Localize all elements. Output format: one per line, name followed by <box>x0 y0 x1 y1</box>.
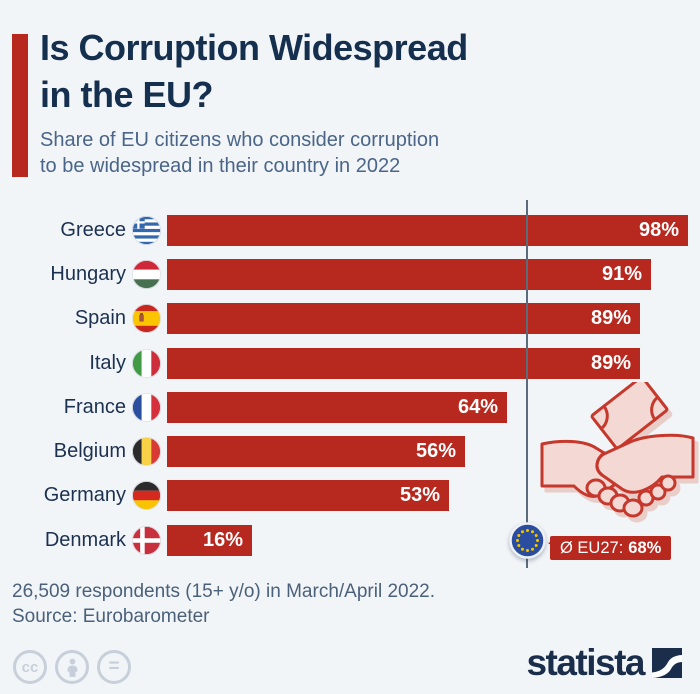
eu-average-badge: Ø EU27: 68% <box>547 536 672 560</box>
country-label: Spain <box>74 307 126 330</box>
bar-value-label: 64% <box>457 395 498 418</box>
bar-value-label: 98% <box>638 218 679 241</box>
license-icons: cc = <box>13 650 131 684</box>
title-accent-bar <box>12 34 28 177</box>
title-line-1: Is Corruption Widespread <box>40 27 468 68</box>
chart-row-denmark: Denmark 16% <box>0 518 700 562</box>
eu-flag-icon <box>509 522 546 559</box>
country-label: Germany <box>43 484 126 507</box>
cc-icon[interactable]: cc <box>13 650 47 684</box>
country-label: Greece <box>60 218 126 241</box>
bar-value-label: 16% <box>202 528 243 551</box>
statista-logo[interactable]: statista <box>526 642 682 683</box>
bar-value-label: 53% <box>399 484 440 507</box>
bar-spain: 89% <box>167 303 640 335</box>
statista-wordmark: statista <box>526 642 645 683</box>
title-line-2: in the EU? <box>40 74 213 115</box>
handshake-money-icon <box>540 382 695 518</box>
flag-icon-germany <box>132 481 161 511</box>
chart-row-france: France 64% <box>0 385 700 429</box>
page-title: Is Corruption Widespread in the EU? <box>40 24 468 118</box>
equal-sign-icon[interactable]: = <box>97 650 131 684</box>
bar-france: 64% <box>167 391 507 423</box>
bar-value-label: 89% <box>590 351 631 374</box>
bar-hungary: 91% <box>167 258 651 290</box>
bar-chart: Greece 98% Hungary 91% Spain 89% Italy 89% Franc… <box>0 208 700 562</box>
bar-belgium: 56% <box>167 436 465 468</box>
flag-icon-hungary <box>132 259 161 289</box>
bar-value-label: 91% <box>601 262 642 285</box>
country-label: Denmark <box>44 528 126 551</box>
statista-logo-mark <box>652 648 682 678</box>
bar-value-label: 56% <box>415 440 456 463</box>
flag-icon-greece <box>132 215 161 245</box>
source-note: Source: Eurobarometer <box>12 606 210 627</box>
chart-row-germany: Germany 53% <box>0 474 700 518</box>
chart-row-italy: Italy 89% <box>0 341 700 385</box>
country-label: Belgium <box>53 440 126 463</box>
eu-average-line <box>526 200 528 568</box>
flag-icon-france <box>132 392 161 422</box>
chart-row-greece: Greece 98% <box>0 208 700 252</box>
flag-icon-spain <box>132 304 161 334</box>
flag-icon-belgium <box>132 437 161 467</box>
eu-average-label: Ø EU27: <box>560 538 624 557</box>
subtitle-line-1: Share of EU citizens who consider corrup… <box>40 129 440 151</box>
subtitle-line-2: to be widespread in their country in 202… <box>40 155 401 177</box>
country-label: Hungary <box>50 262 126 285</box>
flag-icon-denmark <box>132 525 161 555</box>
chart-row-spain: Spain 89% <box>0 297 700 341</box>
bar-greece: 98% <box>167 214 688 246</box>
country-label: Italy <box>89 351 126 374</box>
bar-denmark: 16% <box>167 524 252 556</box>
country-label: France <box>63 395 126 418</box>
bar-germany: 53% <box>167 480 449 512</box>
respondents-note: 26,509 respondents (15+ y/o) in March/Ap… <box>12 581 436 602</box>
bar-italy: 89% <box>167 347 640 379</box>
flag-icon-italy <box>132 348 161 378</box>
chart-row-hungary: Hungary 91% <box>0 252 700 296</box>
attribution-person-icon[interactable] <box>55 650 89 684</box>
chart-row-belgium: Belgium 56% <box>0 429 700 473</box>
bar-value-label: 89% <box>590 307 631 330</box>
eu-average-value: 68% <box>628 538 662 557</box>
page-subtitle: Share of EU citizens who consider corrup… <box>40 127 439 179</box>
